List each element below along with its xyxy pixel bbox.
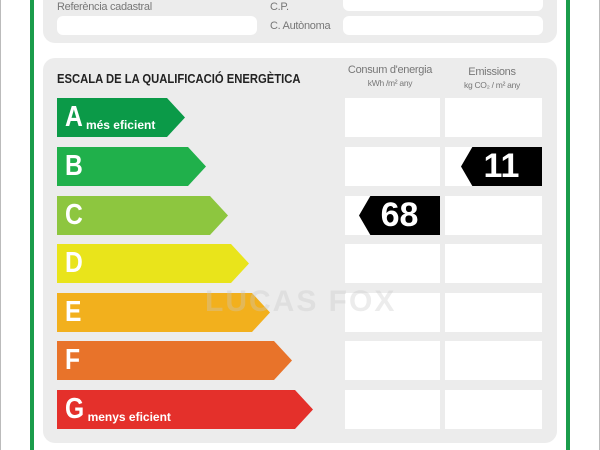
rating-bar: E [57, 293, 270, 332]
consumption-cell [345, 293, 440, 332]
rating-letter: C [65, 199, 83, 231]
rating-bar: F [57, 341, 292, 380]
emissions-cell [445, 196, 542, 235]
rating-bar: G menys eficient [57, 390, 313, 429]
postal-code-label: C.P. [270, 1, 289, 13]
emissions-header-label: Emissions [468, 66, 516, 78]
rating-row-b: B 11 [57, 147, 542, 186]
consumption-header: Consum d'energia kWh /m² any [340, 64, 440, 90]
consumption-cell [345, 98, 440, 137]
rating-bar: A més eficient [57, 98, 185, 137]
rating-letter: A [65, 101, 83, 133]
property-info-panel: Referència cadastral C.P. C. Autònoma [43, 0, 557, 43]
emissions-cell [445, 98, 542, 137]
rating-letter: F [65, 344, 81, 376]
postal-code-field[interactable] [343, 0, 543, 11]
emissions-cell [445, 341, 542, 380]
consumption-unit: kWh /m² any [367, 78, 413, 88]
scale-title: ESCALA DE LA QUALIFICACIÓ ENERGÈTICA [57, 72, 301, 86]
region-label: C. Autònoma [270, 20, 331, 32]
consumption-value-tag: 68 [359, 196, 440, 235]
consumption-cell [345, 147, 440, 186]
rating-letter: B [65, 150, 83, 182]
rating-letter: G [65, 393, 85, 425]
border-left [30, 0, 34, 450]
cadastral-field[interactable] [57, 16, 257, 35]
cadastral-label: Referència cadastral [57, 1, 152, 13]
emissions-value-tag: 11 [461, 147, 542, 186]
rating-row-a: A més eficient [57, 98, 542, 137]
consumption-cell [345, 244, 440, 283]
rating-row-c: C 68 [57, 196, 542, 235]
emissions-cell [445, 293, 542, 332]
rating-row-g: G menys eficient [57, 390, 542, 429]
watermark: LUCAS FOX [205, 285, 397, 318]
rating-letter: E [65, 296, 82, 328]
rating-description: més eficient [85, 117, 156, 132]
rating-row-d: D [57, 244, 542, 283]
emissions-cell [445, 390, 542, 429]
rating-bar: D [57, 244, 249, 283]
consumption-cell [345, 390, 440, 429]
rating-bar: B [57, 147, 206, 186]
emissions-unit: kg CO₂ / m² any [464, 80, 520, 90]
consumption-cell [345, 341, 440, 380]
page-edge-left [0, 0, 1, 450]
emissions-header: Emissions kg CO₂ / m² any [442, 66, 542, 92]
region-field[interactable] [343, 16, 543, 35]
rating-description: menys eficient [87, 409, 171, 424]
rating-row-f: F [57, 341, 542, 380]
border-right [566, 0, 570, 450]
rating-row-e: E [57, 293, 542, 332]
emissions-cell [445, 244, 542, 283]
rating-letter: D [65, 247, 83, 279]
consumption-header-label: Consum d'energia [347, 64, 433, 76]
rating-bar: C [57, 196, 228, 235]
